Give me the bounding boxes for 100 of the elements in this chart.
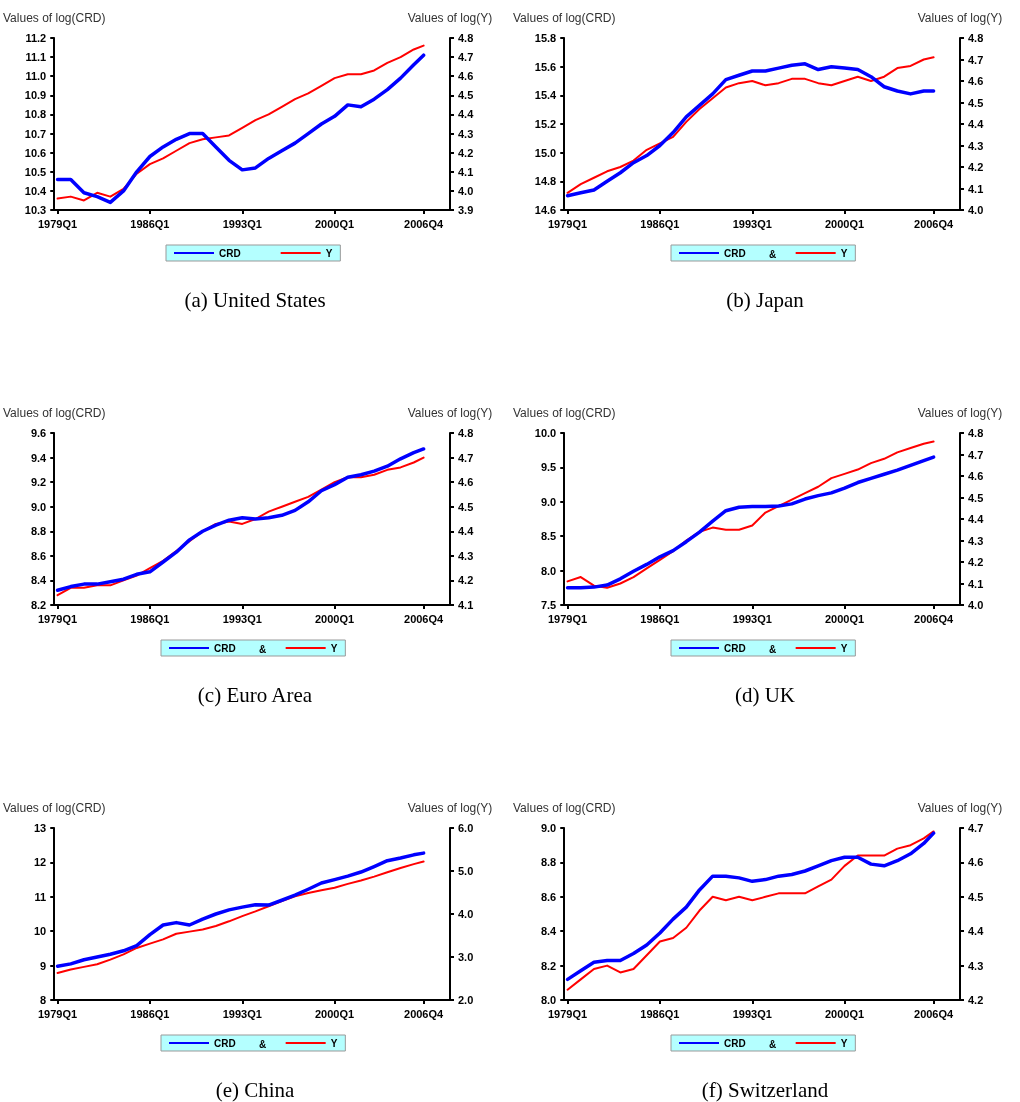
y2-tick-label: 4.8	[968, 32, 984, 44]
x-tick-label: 2006Q4	[914, 612, 955, 625]
y2-tick-label: 4.3	[968, 959, 984, 972]
x-tick-label: 2000Q1	[824, 217, 865, 230]
y2-tick-label: 4.4	[968, 925, 985, 938]
y2-tick-label: 6.0	[458, 822, 474, 834]
y2-tick-label: 3.9	[458, 204, 474, 216]
legend-label: CRD	[724, 1037, 746, 1049]
y-axis-title: Values of log(CRD)	[513, 406, 616, 420]
legend-label: CRD	[214, 1037, 236, 1049]
y2-axis-title: Values of log(Y)	[917, 801, 1003, 815]
y-tick-label: 9.5	[540, 461, 557, 474]
y2-tick-label: 4.0	[968, 204, 984, 216]
y-tick-label: 15.6	[534, 60, 557, 73]
y2-tick-label: 4.8	[458, 32, 474, 44]
x-tick-label: 1979Q1	[547, 1007, 588, 1020]
y2-tick-label: 4.2	[968, 161, 984, 173]
x-tick-label: 2006Q4	[914, 1007, 955, 1020]
y-tick-label: 8.0	[540, 564, 557, 577]
y-tick-label: 15.2	[534, 118, 557, 130]
x-tick-label: 1993Q1	[732, 1007, 772, 1020]
y-tick-label: 8.6	[30, 549, 47, 562]
y-tick-label: 10.3	[24, 204, 47, 216]
y-tick-label: 10	[33, 925, 47, 938]
y-tick-label: 14.6	[534, 204, 557, 216]
y2-tick-label: 4.4	[968, 118, 985, 130]
text: &	[769, 248, 777, 260]
legend-label: Y	[330, 642, 338, 654]
x-tick-label: 1979Q1	[37, 217, 78, 230]
x-tick-label: 2000Q1	[824, 612, 865, 625]
x-tick-label: 2006Q4	[404, 1007, 445, 1020]
x-tick-label: 2006Q4	[914, 217, 955, 230]
x-tick-label: 1986Q1	[640, 612, 680, 625]
x-tick-label: 1979Q1	[547, 612, 588, 625]
y-tick-label: 9.4	[30, 451, 48, 464]
x-tick-label: 2006Q4	[404, 217, 445, 230]
y2-tick-label: 4.4	[968, 513, 985, 525]
y-tick-label: 10.8	[24, 108, 47, 121]
y-tick-label: 8.4	[540, 925, 558, 938]
y-tick-label: 8	[40, 994, 47, 1006]
x-tick-label: 1993Q1	[222, 1007, 262, 1020]
y-tick-label: 11	[34, 890, 47, 903]
y2-tick-label: 4.7	[458, 51, 474, 64]
y-tick-label: 8.5	[540, 530, 557, 543]
text: (c) Euro Area	[197, 682, 313, 707]
y2-tick-label: 4.3	[458, 549, 474, 562]
y-tick-label: 10.7	[24, 127, 47, 140]
text: (e) China	[215, 1077, 296, 1102]
y2-tick-label: 4.5	[968, 96, 984, 109]
x-tick-label: 1986Q1	[640, 217, 680, 230]
y2-tick-label: 5.0	[458, 865, 474, 877]
y2-tick-label: 4.8	[458, 427, 474, 439]
y-tick-label: 8.4	[30, 574, 48, 587]
y-tick-label: 15.0	[534, 146, 557, 159]
y-tick-label: 10.0	[534, 427, 557, 439]
legend-label: Y	[840, 642, 848, 654]
y2-tick-label: 4.1	[968, 182, 984, 195]
x-tick-label: 1986Q1	[640, 1007, 680, 1020]
y2-tick-label: 4.4	[458, 525, 475, 538]
legend-label: CRD	[724, 642, 746, 654]
y2-tick-label: 4.6	[458, 476, 474, 489]
y2-tick-label: 4.8	[968, 427, 984, 439]
y2-tick-label: 4.1	[458, 165, 474, 178]
text: &	[769, 643, 777, 655]
y2-axis-title: Values of log(Y)	[917, 11, 1003, 25]
y-tick-label: 15.4	[534, 89, 558, 102]
x-tick-label: 1979Q1	[37, 612, 78, 625]
x-tick-label: 1993Q1	[732, 612, 772, 625]
legend-label: Y	[325, 247, 333, 259]
x-tick-label: 2006Q4	[404, 612, 445, 625]
y2-tick-label: 4.7	[968, 822, 984, 834]
y-tick-label: 9.0	[30, 500, 47, 513]
y-tick-label: 12	[33, 856, 47, 869]
y-tick-label: 8.8	[540, 856, 557, 869]
y-tick-label: 9.0	[540, 822, 557, 834]
y-tick-label: 11.1	[25, 51, 47, 64]
text: &	[769, 1038, 777, 1050]
y2-tick-label: 4.3	[968, 534, 984, 547]
y-tick-label: 10.5	[24, 165, 47, 178]
y2-tick-label: 4.3	[458, 127, 474, 140]
x-tick-label: 1979Q1	[547, 217, 588, 230]
text: (f) Switzerland	[701, 1077, 829, 1102]
y2-tick-label: 4.2	[968, 994, 984, 1006]
y2-tick-label: 4.6	[968, 856, 984, 869]
y-axis-title: Values of log(CRD)	[3, 801, 106, 815]
legend-label: CRD	[219, 247, 241, 259]
y2-tick-label: 4.5	[968, 491, 984, 504]
y2-tick-label: 4.5	[458, 89, 474, 102]
x-tick-label: 2000Q1	[824, 1007, 865, 1020]
y2-tick-label: 4.0	[458, 184, 474, 197]
y-tick-label: 9	[40, 959, 47, 972]
x-tick-label: 1993Q1	[732, 217, 772, 230]
x-tick-label: 1986Q1	[130, 217, 170, 230]
y-tick-label: 9.2	[30, 476, 47, 489]
y-tick-label: 9.6	[30, 427, 47, 439]
y2-axis-title: Values of log(Y)	[407, 406, 493, 420]
y2-tick-label: 4.1	[458, 599, 474, 611]
y-tick-label: 15.8	[534, 32, 557, 44]
y-tick-label: 11.2	[25, 32, 47, 44]
y2-tick-label: 4.6	[458, 70, 474, 83]
